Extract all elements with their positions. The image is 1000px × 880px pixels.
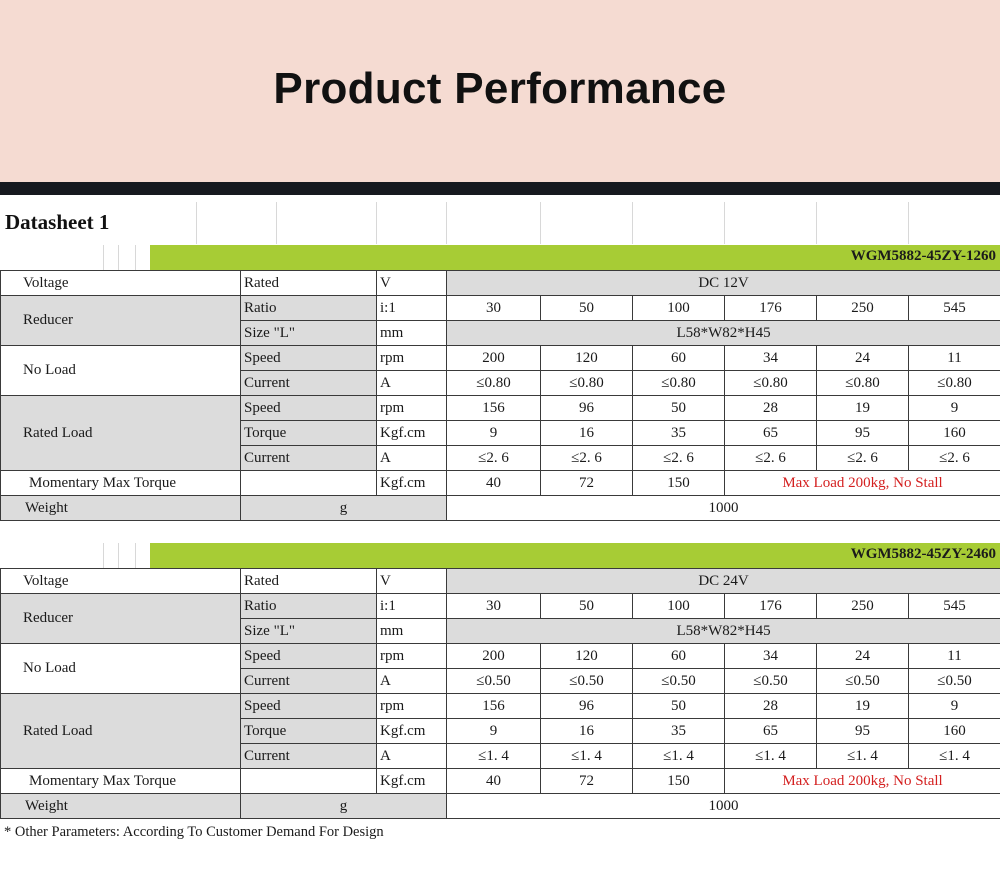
footnote: * Other Parameters: According To Custome…: [4, 824, 384, 840]
model-header: WGM5882-45ZY-2460: [0, 543, 1000, 568]
ratio-row: Reducer Ratio i:1 30 50 100 176 250 545: [0, 295, 1000, 346]
size-row: Size "L" mm L58*W82*H45: [1, 320, 1000, 346]
spec-table: Voltage Rated V DC 12V Reducer Ratio i:1…: [0, 270, 1000, 521]
sheet-gridline: [908, 202, 909, 244]
rated-torque-row: Torque Kgf.cm 9 16 35 65 95 160: [1, 718, 1000, 744]
sheet-gridline: [376, 202, 377, 244]
noload-speed-row: No Load Speed rpm 200 120 60 34 24 11: [0, 643, 1000, 694]
rated-speed-row: Rated Load Speed rpm 156 96 50 28 19 9: [0, 395, 1000, 471]
model-header: WGM5882-45ZY-1260: [0, 245, 1000, 270]
momentary-note: Max Load 200kg, No Stall: [723, 768, 1000, 794]
noload-current-row: Current A ≤0.80 ≤0.80 ≤0.80 ≤0.80 ≤0.80 …: [1, 370, 1000, 396]
sheet-title: Datasheet 1: [5, 210, 110, 234]
momentary-row: Momentary Max Torque Kgf.cm 40 72 150 Ma…: [0, 768, 1000, 794]
sheet-gridline: [724, 202, 725, 244]
sheet-gridline: [540, 202, 541, 244]
model-name: WGM5882-45ZY-1260: [850, 248, 996, 264]
momentary-note: Max Load 200kg, No Stall: [723, 470, 1000, 496]
rated-speed-row: Rated Load Speed rpm 156 96 50 28 19 9: [0, 693, 1000, 769]
model-name: WGM5882-45ZY-2460: [850, 546, 996, 562]
sheet-gridline: [276, 202, 277, 244]
rated-current-row: Current A ≤2. 6 ≤2. 6 ≤2. 6 ≤2. 6 ≤2. 6 …: [1, 445, 1000, 471]
noload-current-row: Current A ≤0.50 ≤0.50 ≤0.50 ≤0.50 ≤0.50 …: [1, 668, 1000, 694]
voltage-row: Voltage Rated V DC 24V: [0, 568, 1000, 594]
page-title: Product Performance: [273, 64, 727, 113]
noload-speed-row: No Load Speed rpm 200 120 60 34 24 11: [0, 345, 1000, 396]
sheet-gridline: [632, 202, 633, 244]
sheet-gridline: [196, 202, 197, 244]
spec-table: Voltage Rated V DC 24V Reducer Ratio i:1…: [0, 568, 1000, 819]
divider-bar: [0, 182, 1000, 195]
header-banner: Product Performance: [0, 0, 1000, 182]
weight-row: Weight g 1000: [0, 793, 1000, 819]
sheet-gridline: [816, 202, 817, 244]
ratio-row: Reducer Ratio i:1 30 50 100 176 250 545: [0, 593, 1000, 644]
momentary-row: Momentary Max Torque Kgf.cm 40 72 150 Ma…: [0, 470, 1000, 496]
sheet-gridline: [446, 202, 447, 244]
voltage-row: Voltage Rated V DC 12V: [0, 270, 1000, 296]
model-bar: WGM5882-45ZY-2460: [150, 543, 1000, 568]
weight-row: Weight g 1000: [0, 495, 1000, 521]
model-bar: WGM5882-45ZY-1260: [150, 245, 1000, 270]
